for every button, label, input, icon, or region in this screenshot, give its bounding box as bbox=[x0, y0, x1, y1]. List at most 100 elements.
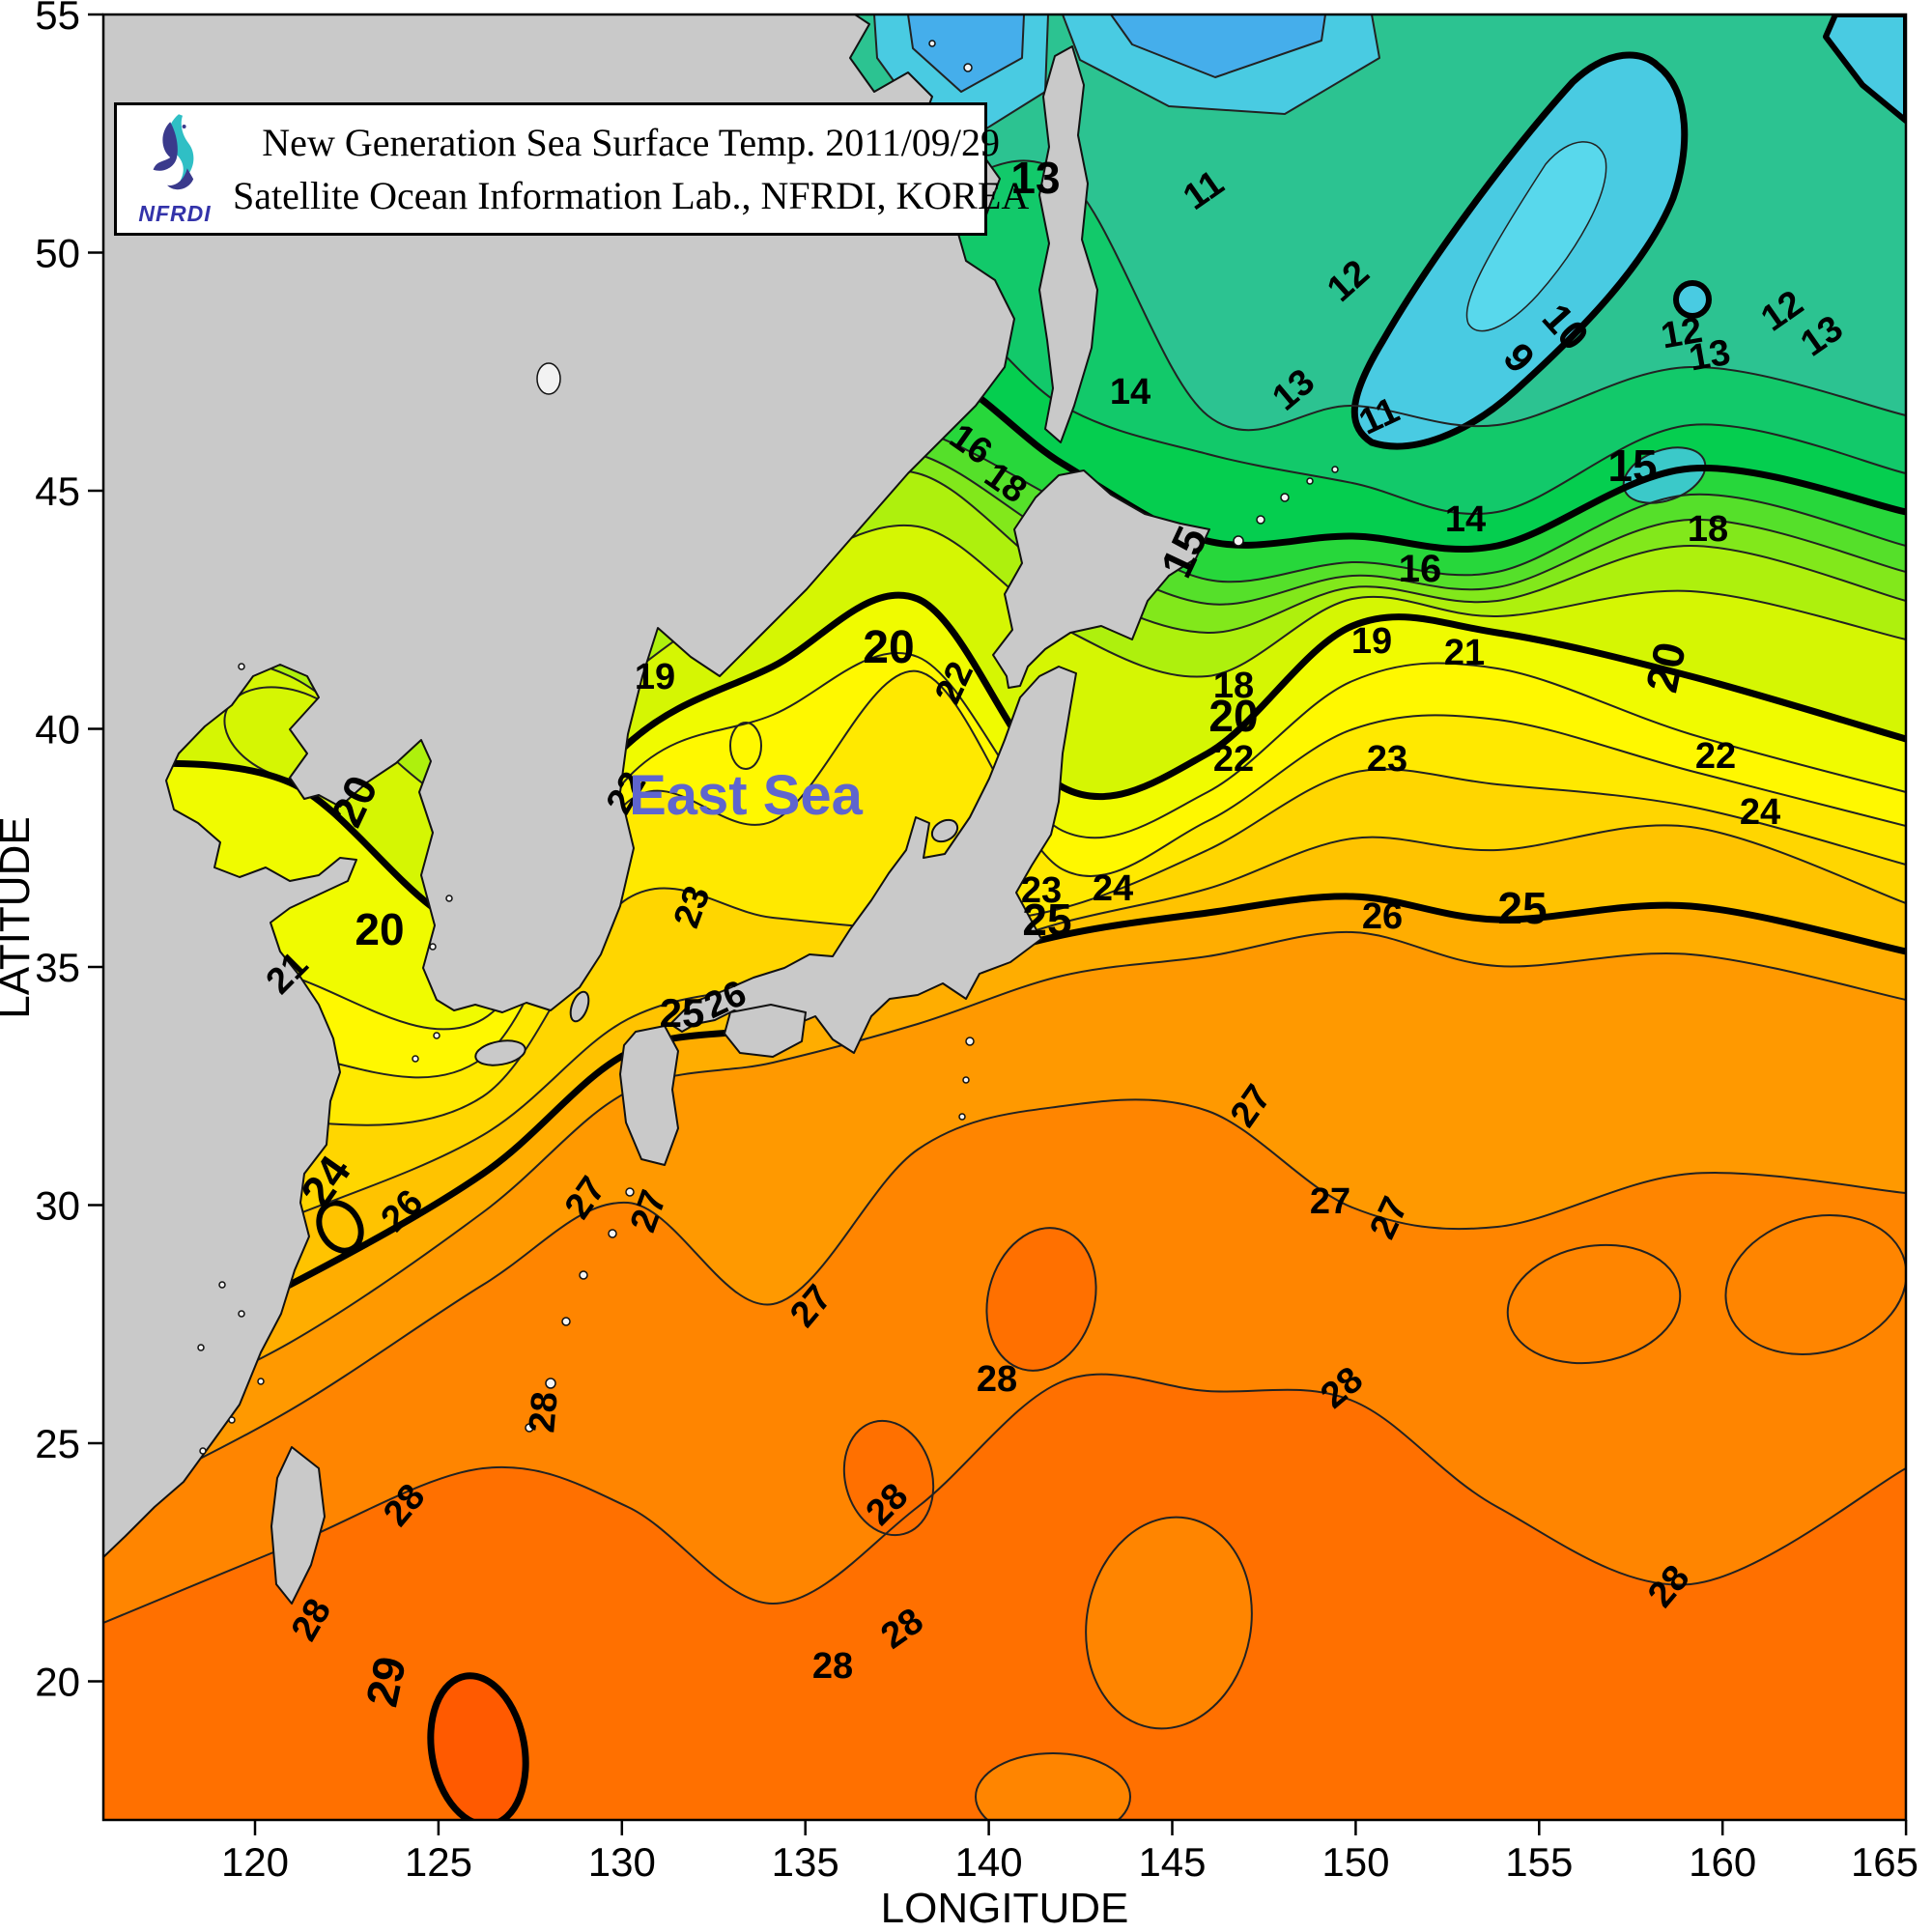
islet bbox=[197, 1344, 205, 1351]
islet bbox=[928, 40, 936, 47]
islet bbox=[962, 1076, 970, 1084]
y-tick-label: 35 bbox=[35, 945, 80, 990]
hot-core-29 bbox=[427, 1672, 529, 1820]
contour-label-24: 24 bbox=[1740, 792, 1780, 833]
contour-label-18: 18 bbox=[1213, 666, 1254, 706]
corner-cyan bbox=[1823, 14, 1906, 124]
land-kyushu bbox=[619, 1025, 679, 1166]
contour-label-29: 29 bbox=[356, 1652, 416, 1711]
contour-label-25: 25 bbox=[1497, 883, 1547, 933]
patch-28-a bbox=[985, 1227, 1097, 1372]
warm-pocket-east-sea bbox=[729, 722, 762, 770]
contour-label-19: 19 bbox=[1351, 621, 1392, 662]
y-tick-label: 30 bbox=[35, 1183, 80, 1229]
islet bbox=[412, 1055, 419, 1063]
x-tick-label: 120 bbox=[221, 1839, 289, 1885]
contour-label-28: 28 bbox=[522, 1390, 566, 1435]
contour-label-21: 21 bbox=[1444, 633, 1485, 673]
nfrdi-logo-icon bbox=[153, 114, 194, 190]
tatar-strait-blue bbox=[907, 14, 1025, 93]
contour-label-13: 13 bbox=[1010, 153, 1060, 203]
nfrdi-logo: NFRDI bbox=[130, 111, 219, 227]
patch-27-a bbox=[1085, 1516, 1253, 1730]
islet bbox=[257, 1378, 265, 1385]
land-cheju bbox=[474, 1039, 526, 1066]
cold-ring-10 bbox=[1673, 280, 1712, 319]
x-tick-label: 125 bbox=[405, 1839, 472, 1885]
y-tick-label: 55 bbox=[35, 0, 80, 38]
patch-27-c bbox=[1506, 1243, 1682, 1365]
x-tick-label: 160 bbox=[1689, 1839, 1756, 1885]
lake bbox=[536, 362, 561, 395]
title-line-2: Satellite Ocean Information Lab., NFRDI,… bbox=[233, 174, 1030, 217]
contour-label-18: 18 bbox=[1688, 509, 1728, 550]
islet bbox=[625, 1187, 635, 1197]
islet bbox=[525, 1423, 534, 1433]
islet bbox=[429, 943, 437, 951]
islet bbox=[1233, 535, 1244, 547]
y-axis-title: LATITUDE bbox=[0, 816, 39, 1018]
land-tsushima bbox=[569, 990, 590, 1023]
logo-dot bbox=[182, 125, 186, 128]
logo-fish-teal bbox=[167, 114, 194, 183]
patch-27-d bbox=[975, 1752, 1131, 1820]
contour-label-19: 19 bbox=[635, 657, 675, 697]
islet bbox=[958, 1113, 966, 1121]
contour-label-23: 23 bbox=[1367, 739, 1407, 780]
contour-label-28: 28 bbox=[812, 1646, 853, 1687]
islet bbox=[965, 1037, 975, 1046]
contour-label-20: 20 bbox=[1208, 691, 1258, 741]
land-sado bbox=[930, 818, 959, 843]
contour-label-15: 15 bbox=[1607, 440, 1657, 491]
y-tick-label: 20 bbox=[35, 1660, 80, 1705]
contour-label-22: 22 bbox=[1213, 739, 1254, 780]
isotherm-21 bbox=[103, 651, 1906, 1031]
islet bbox=[445, 895, 453, 902]
title-box: NFRDI New Generation Sea Surface Temp. 2… bbox=[114, 102, 1029, 236]
contour-label-14: 14 bbox=[1445, 499, 1486, 540]
land-hokkaido bbox=[992, 469, 1210, 689]
islet bbox=[238, 663, 245, 670]
contour-label-28: 28 bbox=[977, 1359, 1017, 1400]
contour-label-26: 26 bbox=[1362, 896, 1403, 937]
isotherm-22 bbox=[103, 669, 1906, 1079]
y-tick-label: 40 bbox=[35, 707, 80, 753]
y-tick-label: 25 bbox=[35, 1421, 80, 1466]
contour-label-27: 27 bbox=[1310, 1181, 1350, 1222]
logo-swoosh-navy bbox=[153, 122, 178, 171]
land-sakhalin bbox=[1038, 45, 1098, 443]
land-shikoku bbox=[724, 1004, 807, 1058]
islet bbox=[1306, 477, 1314, 485]
band-28 bbox=[103, 1374, 1906, 1820]
y-tick-label: 50 bbox=[35, 231, 80, 276]
patch-28-b bbox=[842, 1419, 935, 1537]
contour-label-20: 20 bbox=[863, 622, 914, 673]
contour-label-25: 25 bbox=[660, 990, 705, 1036]
contour-label-24: 24 bbox=[1093, 868, 1133, 909]
logo-tail-navy bbox=[167, 168, 194, 190]
contour-label-13: 13 bbox=[1686, 332, 1733, 380]
islet bbox=[545, 1378, 556, 1389]
east-sea-label: East Sea bbox=[629, 764, 864, 827]
contour-label-23: 23 bbox=[1021, 870, 1062, 911]
x-tick-label: 145 bbox=[1138, 1839, 1206, 1885]
land-honshu bbox=[669, 666, 1077, 1054]
islet bbox=[199, 1447, 207, 1455]
islet bbox=[218, 1281, 226, 1289]
contour-label-20: 20 bbox=[1636, 638, 1696, 696]
contour-label-20: 20 bbox=[355, 904, 404, 954]
x-axis-title: LONGITUDE bbox=[881, 1885, 1129, 1932]
title-line-1: New Generation Sea Surface Temp. 2011/09… bbox=[262, 120, 1000, 164]
y-tick-label: 45 bbox=[35, 469, 80, 514]
contour-label-12: 12 bbox=[1658, 310, 1705, 357]
logo-text: NFRDI bbox=[138, 201, 212, 226]
islet bbox=[238, 1310, 245, 1318]
x-tick-label: 155 bbox=[1505, 1839, 1573, 1885]
land-asia-mainland-korea bbox=[103, 14, 1015, 1558]
x-tick-label: 135 bbox=[772, 1839, 839, 1885]
islet bbox=[1280, 493, 1290, 502]
